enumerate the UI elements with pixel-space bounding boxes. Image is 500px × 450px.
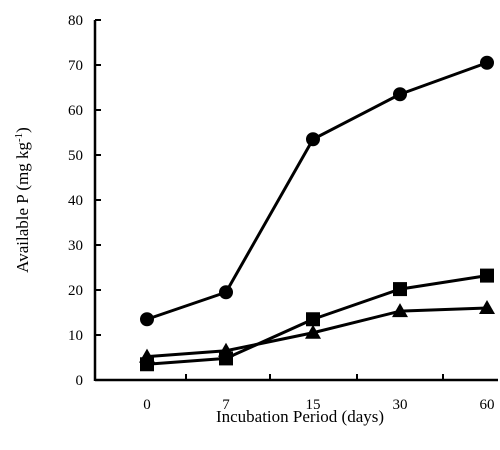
- series-group: [139, 55, 495, 372]
- x-tick-label: 7: [222, 397, 230, 413]
- y-tick-label: 80: [68, 13, 83, 29]
- data-point-triangle: [305, 324, 321, 339]
- y-ticks: 0 10 20 30 40 50 60 70 80: [68, 13, 101, 389]
- y-tick-label: 10: [68, 328, 83, 344]
- y-tick-label: 40: [68, 193, 83, 209]
- data-point-square: [393, 282, 407, 297]
- x-ticks: 0 7 15 30 60: [143, 374, 495, 413]
- y-tick-label: 0: [76, 373, 84, 389]
- data-point-triangle: [218, 342, 234, 357]
- data-point-triangle: [479, 300, 495, 314]
- y-tick-label: 30: [68, 238, 83, 254]
- data-point-circle: [306, 132, 320, 147]
- series-line-circle: [146, 61, 488, 321]
- y-axis-title-close: ): [13, 127, 32, 133]
- y-axis-title-main: Available P (mg kg: [13, 142, 32, 273]
- y-axis-title: Available P (mg kg-1): [13, 127, 32, 273]
- y-tick-label: 20: [68, 283, 83, 299]
- x-tick-label: 60: [480, 397, 495, 413]
- y-tick-label: 50: [68, 148, 83, 164]
- x-tick-label: 15: [306, 397, 321, 413]
- x-axis-title: Incubation Period (days): [216, 407, 384, 426]
- data-point-circle: [219, 285, 233, 300]
- y-tick-label: 60: [68, 103, 83, 119]
- data-point-triangle: [392, 303, 408, 318]
- data-point-triangle: [139, 348, 155, 363]
- data-point-circle: [480, 55, 494, 70]
- y-tick-label: 70: [68, 58, 83, 74]
- y-axis-title-sup: -1: [13, 133, 25, 142]
- x-tick-label: 30: [393, 397, 408, 413]
- x-tick-label: 0: [143, 397, 151, 413]
- data-point-circle: [393, 87, 407, 102]
- data-point-square: [480, 268, 494, 283]
- data-point-square: [306, 312, 320, 327]
- data-point-circle: [140, 312, 154, 327]
